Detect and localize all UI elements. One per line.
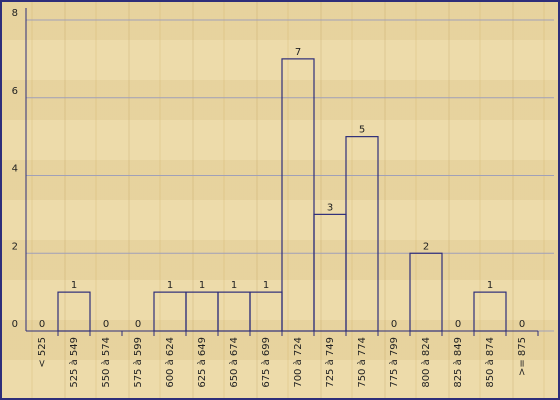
- value-label: 1: [71, 280, 77, 291]
- value-label: 1: [487, 280, 493, 291]
- bar: [217, 291, 251, 332]
- x-tick-label: 775 à 799: [388, 337, 400, 388]
- value-label: 7: [295, 47, 301, 58]
- y-tick-label: 0: [12, 319, 18, 330]
- value-label: 1: [167, 280, 173, 291]
- bar: [249, 291, 283, 332]
- value-label: 5: [359, 125, 365, 136]
- bar: [473, 291, 507, 332]
- value-label: 2: [423, 241, 429, 252]
- x-tick-label: 675 à 699: [260, 337, 272, 388]
- value-label: 0: [135, 319, 141, 330]
- x-tick-label: 800 à 824: [420, 337, 432, 388]
- x-tick-label: 525 à 549: [68, 337, 80, 388]
- x-tick-label: 650 à 674: [228, 337, 240, 388]
- bar: [153, 291, 187, 332]
- x-tick-label: >= 875: [517, 337, 528, 376]
- y-tick-label: 8: [12, 8, 18, 19]
- value-label: 1: [231, 280, 237, 291]
- y-tick-label: 4: [12, 164, 18, 175]
- x-tick-label: 750 à 774: [356, 337, 368, 388]
- x-tick-label: 550 à 574: [100, 337, 112, 388]
- value-label: 0: [103, 319, 109, 330]
- x-tick-label: 725 à 749: [324, 337, 336, 388]
- bar: [409, 252, 443, 332]
- value-label: 1: [199, 280, 205, 291]
- x-tick-label: 825 à 849: [452, 337, 464, 388]
- x-tick-label: < 525: [37, 337, 48, 368]
- y-tick-label: 6: [12, 86, 18, 97]
- value-label: 0: [519, 319, 525, 330]
- value-label: 1: [263, 280, 269, 291]
- bar: [281, 58, 315, 332]
- value-label: 0: [391, 319, 397, 330]
- value-label: 3: [327, 202, 333, 213]
- bar: [185, 291, 219, 332]
- value-label: 0: [455, 319, 461, 330]
- x-tick-label: 850 à 874: [484, 337, 496, 388]
- y-tick-label: 2: [12, 241, 18, 252]
- bar: [313, 213, 347, 332]
- value-label: 0: [39, 319, 45, 330]
- x-tick-label: 600 à 624: [164, 337, 176, 388]
- bar: [345, 136, 379, 332]
- bar: [57, 291, 91, 332]
- x-tick-label: 575 à 599: [132, 337, 144, 388]
- x-tick-label: 625 à 649: [196, 337, 208, 388]
- x-tick-label: 700 à 724: [292, 337, 304, 388]
